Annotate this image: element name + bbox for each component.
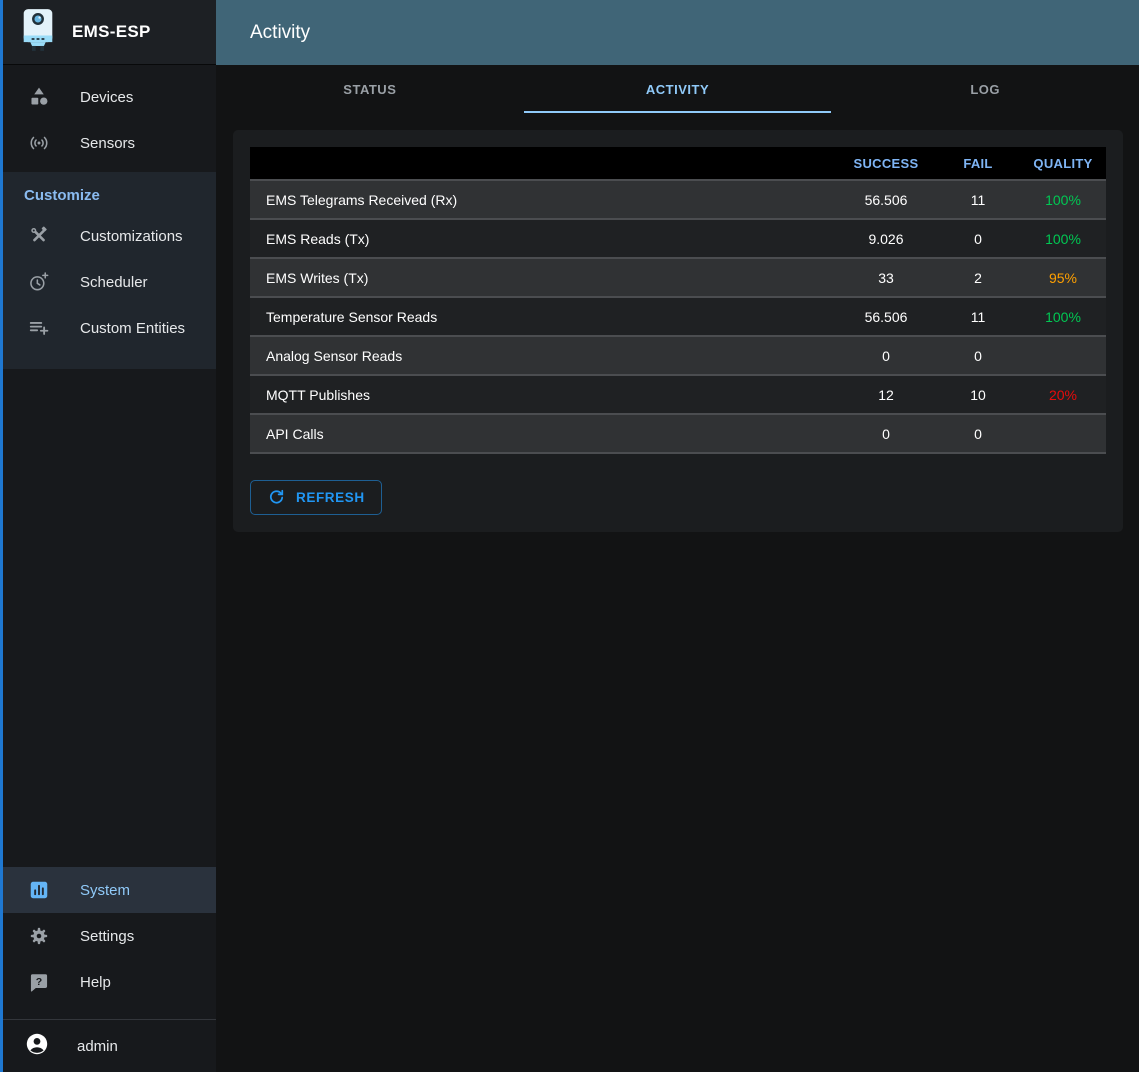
col-header-quality: QUALITY xyxy=(1020,147,1106,180)
row-name: EMS Reads (Tx) xyxy=(250,218,836,258)
col-header-name xyxy=(250,147,836,180)
row-success: 56.506 xyxy=(836,296,936,336)
account-circle-icon xyxy=(25,1032,49,1060)
signal-waves-icon xyxy=(27,131,51,155)
sidebar-item-customizations[interactable]: Customizations xyxy=(0,213,216,259)
row-quality: 100% xyxy=(1020,296,1106,336)
sidebar-item-scheduler[interactable]: Scheduler xyxy=(0,259,216,305)
clock-plus-icon xyxy=(27,270,51,294)
row-name: Analog Sensor Reads xyxy=(250,335,836,375)
window-edge-accent xyxy=(0,0,3,1072)
table-row: EMS Reads (Tx) 9.026 0 100% xyxy=(250,218,1106,258)
row-quality xyxy=(1020,335,1106,375)
table-row: Analog Sensor Reads 0 0 xyxy=(250,335,1106,375)
boiler-logo-icon xyxy=(20,8,56,57)
row-fail: 10 xyxy=(936,374,1020,414)
sidebar-divider xyxy=(0,1019,216,1020)
category-icon xyxy=(27,85,51,109)
sidebar-spacer xyxy=(0,369,216,867)
tab-activity[interactable]: ACTIVITY xyxy=(523,65,832,113)
sidebar: EMS-ESP Devices xyxy=(0,0,216,1072)
sidebar-nav-top: Devices Sensors xyxy=(0,65,216,166)
gear-icon xyxy=(27,924,51,948)
row-name: API Calls xyxy=(250,413,836,454)
brand-title: EMS-ESP xyxy=(72,22,151,41)
row-fail: 0 xyxy=(936,413,1020,454)
row-name: MQTT Publishes xyxy=(250,374,836,414)
sidebar-user[interactable]: admin xyxy=(0,1020,216,1072)
row-fail: 0 xyxy=(936,335,1020,375)
table-row: API Calls 0 0 xyxy=(250,413,1106,454)
tab-bar: STATUS ACTIVITY LOG xyxy=(216,65,1139,113)
activity-table: SUCCESS FAIL QUALITY EMS Telegrams Recei… xyxy=(250,147,1106,454)
row-quality: 95% xyxy=(1020,257,1106,297)
row-fail: 11 xyxy=(936,296,1020,336)
sidebar-item-help[interactable]: ? Help xyxy=(0,959,216,1005)
row-fail: 11 xyxy=(936,179,1020,219)
playlist-add-icon xyxy=(27,316,51,340)
sidebar-item-settings[interactable]: Settings xyxy=(0,913,216,959)
row-name: Temperature Sensor Reads xyxy=(250,296,836,336)
row-fail: 2 xyxy=(936,257,1020,297)
question-bubble-icon: ? xyxy=(27,970,51,994)
row-fail: 0 xyxy=(936,218,1020,258)
row-name: EMS Writes (Tx) xyxy=(250,257,836,297)
sidebar-item-system[interactable]: System xyxy=(0,867,216,913)
row-name: EMS Telegrams Received (Rx) xyxy=(250,179,836,219)
activity-panel: SUCCESS FAIL QUALITY EMS Telegrams Recei… xyxy=(233,130,1123,532)
row-success: 56.506 xyxy=(836,179,936,219)
sidebar-item-devices[interactable]: Devices xyxy=(0,74,216,120)
table-row: EMS Writes (Tx) 33 2 95% xyxy=(250,257,1106,297)
row-success: 9.026 xyxy=(836,218,936,258)
refresh-button[interactable]: REFRESH xyxy=(250,480,382,515)
bar-chart-icon xyxy=(27,878,51,902)
sidebar-item-label: Scheduler xyxy=(80,273,148,291)
row-quality xyxy=(1020,413,1106,454)
row-success: 0 xyxy=(836,335,936,375)
sidebar-item-label: Custom Entities xyxy=(80,319,186,337)
table-row: Temperature Sensor Reads 56.506 11 100% xyxy=(250,296,1106,336)
tools-icon xyxy=(27,224,51,248)
table-header: SUCCESS FAIL QUALITY xyxy=(250,147,1106,180)
main-area: Activity STATUS ACTIVITY LOG SUCCESS FAI… xyxy=(216,0,1139,1072)
customize-section-label: Customize xyxy=(24,187,100,204)
row-quality: 20% xyxy=(1020,374,1106,414)
sidebar-item-custom-entities[interactable]: Custom Entities xyxy=(0,305,216,351)
table-row: MQTT Publishes 12 10 20% xyxy=(250,374,1106,414)
sidebar-item-label: Customizations xyxy=(80,227,183,245)
row-success: 33 xyxy=(836,257,936,297)
refresh-arrow-icon xyxy=(267,488,286,507)
table-row: EMS Telegrams Received (Rx) 56.506 11 10… xyxy=(250,179,1106,219)
page-title: Activity xyxy=(250,21,311,43)
col-header-success: SUCCESS xyxy=(836,147,936,180)
refresh-button-label: REFRESH xyxy=(296,490,365,505)
svg-text:?: ? xyxy=(36,976,42,988)
row-quality: 100% xyxy=(1020,218,1106,258)
row-quality: 100% xyxy=(1020,179,1106,219)
col-header-fail: FAIL xyxy=(936,147,1020,180)
appbar: Activity xyxy=(216,0,1139,65)
sidebar-item-sensors[interactable]: Sensors xyxy=(0,120,216,166)
sidebar-customize-section: Customize Customizations xyxy=(0,172,216,369)
sidebar-item-label: Sensors xyxy=(80,134,136,152)
sidebar-item-label: Devices xyxy=(80,88,134,106)
tab-log[interactable]: LOG xyxy=(970,81,1001,97)
sidebar-item-label: System xyxy=(80,881,131,899)
row-success: 0 xyxy=(836,413,936,454)
tab-status[interactable]: STATUS xyxy=(343,81,397,97)
sidebar-item-label: Help xyxy=(80,973,111,991)
sidebar-header: EMS-ESP xyxy=(0,0,216,65)
user-name: admin xyxy=(77,1037,118,1055)
row-success: 12 xyxy=(836,374,936,414)
sidebar-item-label: Settings xyxy=(80,927,135,945)
